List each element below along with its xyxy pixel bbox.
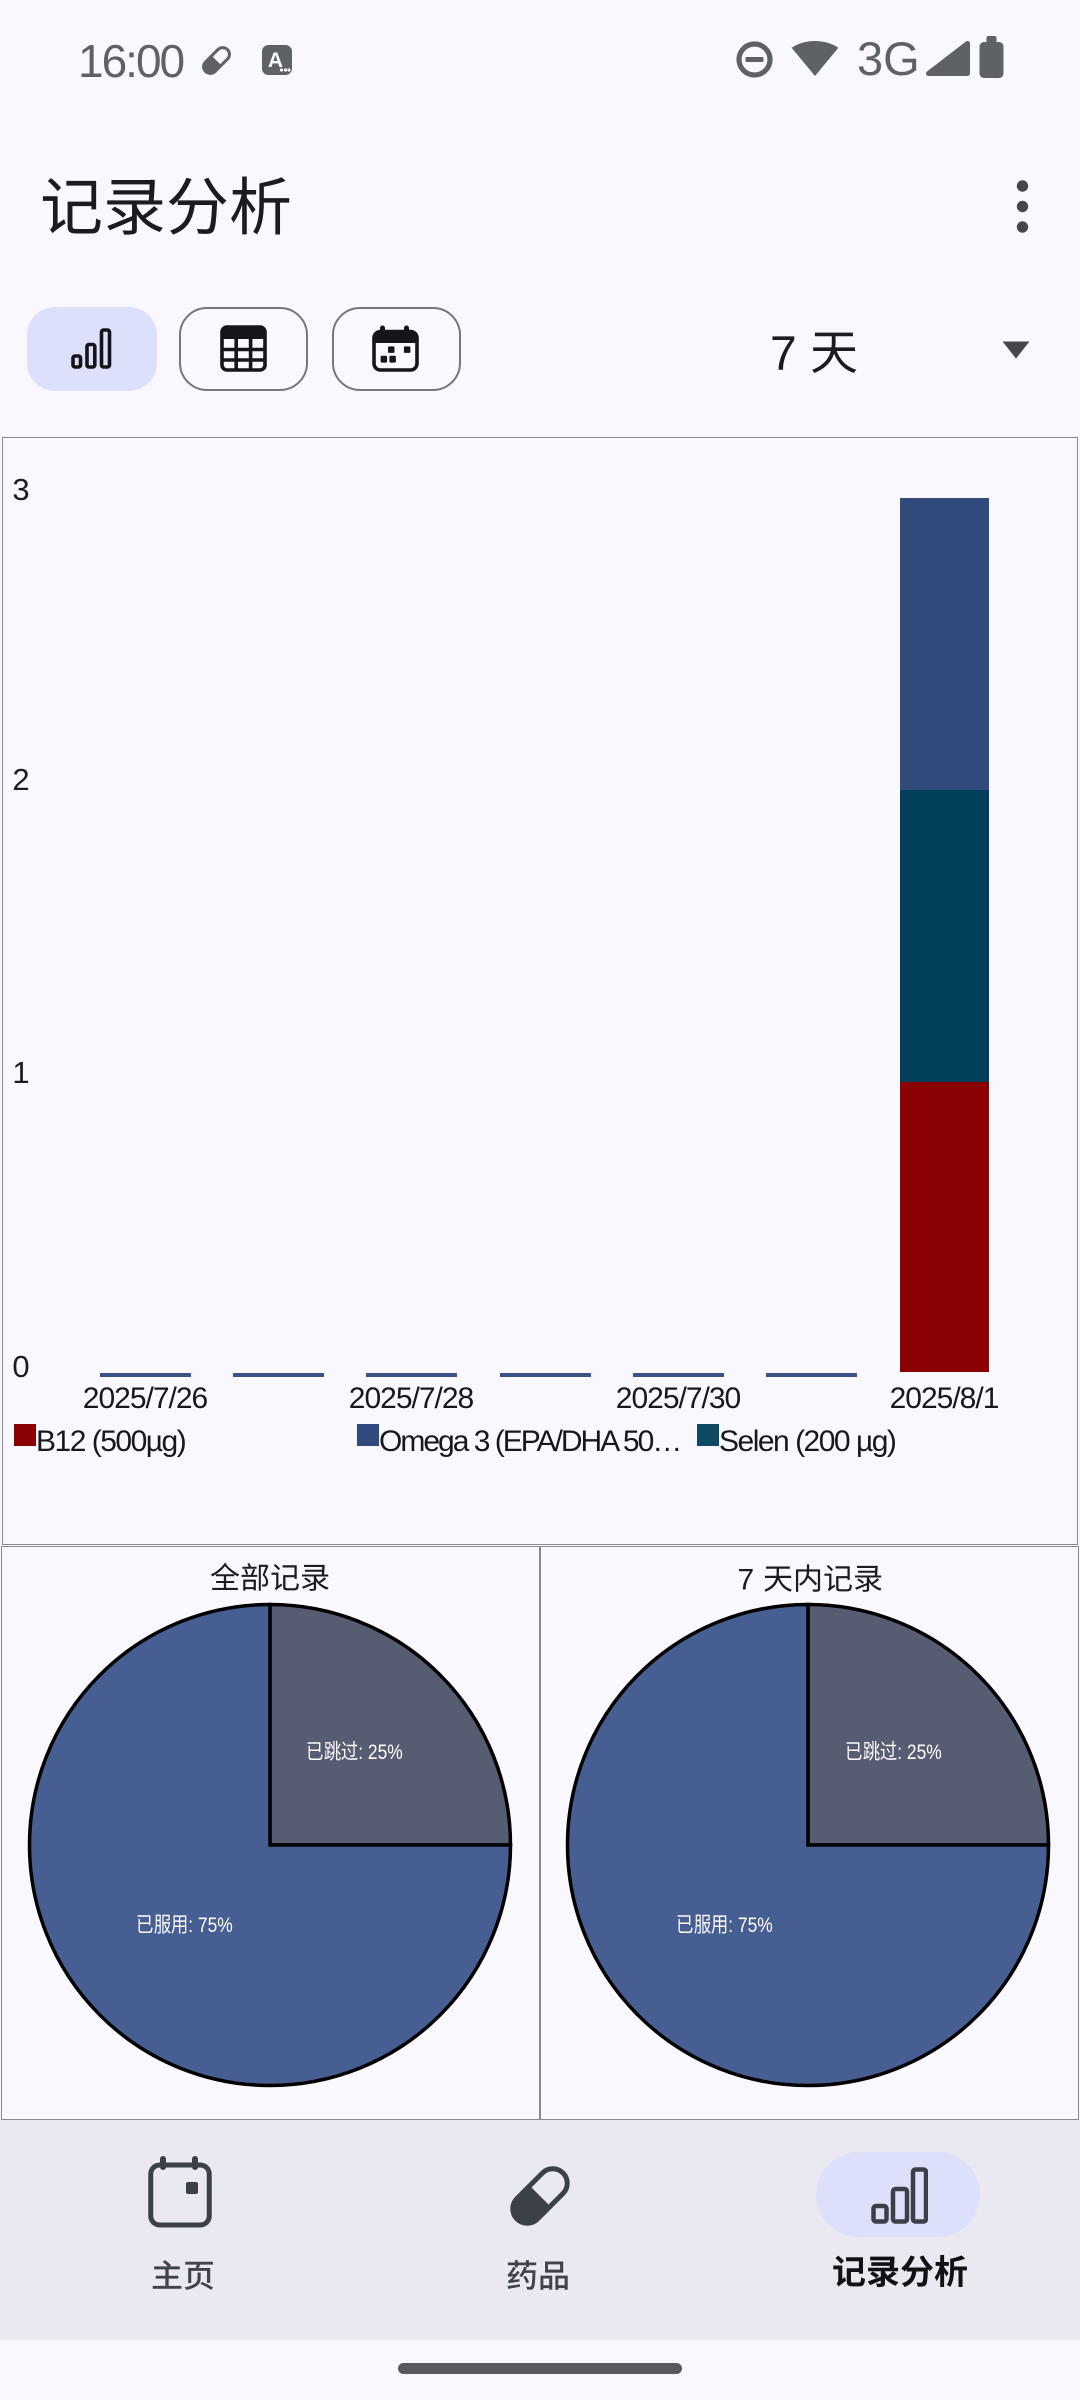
svg-text:A: A bbox=[268, 49, 283, 72]
